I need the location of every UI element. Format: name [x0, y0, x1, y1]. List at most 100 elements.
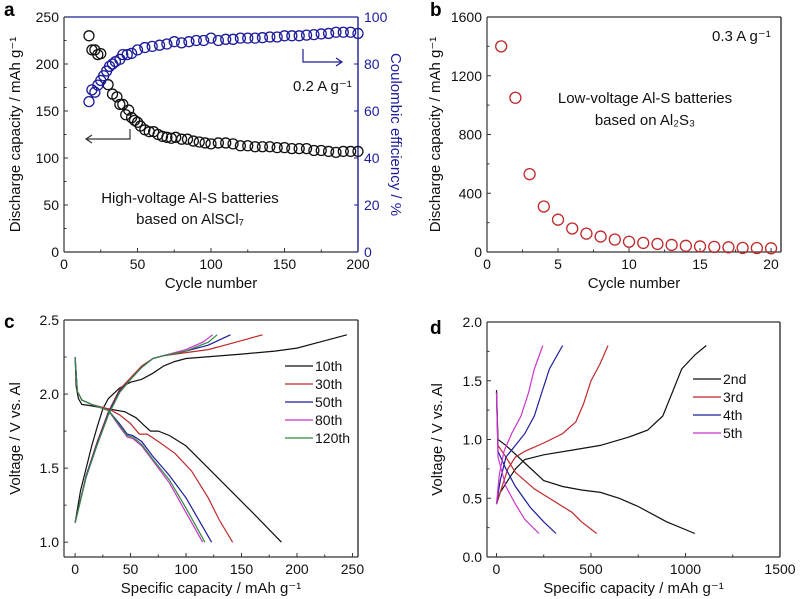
annotation: based on AlSCl₇ — [136, 211, 244, 228]
data-point — [264, 141, 276, 153]
data-point — [125, 47, 138, 60]
panel-letter: a — [4, 0, 15, 21]
legend-label: 50th — [315, 394, 342, 410]
data-point — [286, 30, 298, 42]
data-point — [183, 36, 195, 48]
data-point — [205, 138, 217, 150]
data-point — [187, 135, 200, 147]
data-point — [168, 36, 180, 48]
series-line-2nd-discharge — [495, 390, 696, 535]
legend-label: 3rd — [723, 389, 743, 405]
data-point — [121, 48, 133, 61]
y-axis-label: Voltage / V vs. Al — [7, 382, 24, 495]
data-point — [242, 32, 254, 44]
panel-letter: c — [4, 312, 15, 333]
data-point — [106, 58, 119, 70]
data-point — [175, 133, 188, 145]
y-tick-label: 1600 — [451, 9, 482, 25]
series-line-80th-charge — [74, 334, 214, 524]
data-point — [83, 95, 95, 108]
y-tick-label: 2.5 — [40, 312, 60, 328]
legend-label: 120th — [315, 430, 350, 446]
panel-letter: d — [430, 318, 442, 339]
legend-label: 4th — [723, 407, 742, 423]
data-point — [249, 141, 261, 153]
data-point — [708, 240, 721, 254]
y-tick-label: 1.0 — [40, 534, 60, 550]
data-point — [337, 145, 349, 158]
y-tick-label: 1.5 — [40, 460, 60, 476]
data-point — [193, 136, 205, 148]
data-point — [352, 145, 364, 158]
data-point — [679, 239, 692, 252]
left-arrow-icon — [84, 129, 131, 144]
x-tick-label: 5 — [554, 256, 562, 272]
y-tick-label: 2.0 — [40, 386, 60, 402]
data-point — [264, 31, 276, 43]
data-point — [322, 145, 335, 158]
data-point — [117, 98, 129, 111]
series-line-30th-discharge — [74, 356, 234, 543]
data-point — [170, 131, 182, 143]
series-line-50th-charge — [74, 334, 231, 524]
y2-tick-label: 80 — [364, 56, 380, 72]
y-tick-label: 100 — [36, 150, 60, 166]
data-point — [322, 27, 335, 40]
data-point — [256, 32, 269, 44]
y2-tick-label: 20 — [364, 197, 380, 213]
data-point — [315, 28, 327, 40]
data-point — [750, 241, 764, 255]
series-line-5th-charge — [495, 345, 544, 505]
x-tick-label: 100 — [174, 561, 198, 577]
data-point — [622, 235, 636, 248]
x-tick-label: 150 — [230, 561, 254, 577]
data-point — [205, 32, 217, 44]
x-axis-label: Cycle number — [588, 275, 681, 292]
x-tick-label: 200 — [285, 561, 309, 577]
y-axis-label: Discharge capacity / mAh g⁻¹ — [7, 37, 24, 233]
data-point — [315, 144, 327, 157]
y-tick-label: 150 — [36, 103, 60, 119]
y-tick-label: 400 — [459, 185, 483, 201]
y-tick-label: 1200 — [451, 68, 482, 84]
series-line-5th-discharge — [495, 392, 540, 534]
x-axis-label: Specific capacity / mAh g⁻¹ — [543, 580, 723, 597]
y-tick-label: 800 — [459, 127, 483, 143]
data-point — [278, 30, 291, 42]
y2-tick-label: 60 — [364, 103, 380, 119]
series-line-120th-charge — [74, 334, 218, 524]
data-point — [764, 242, 778, 255]
y2-axis-label: Coulombic efficiency / % — [387, 53, 404, 216]
data-point — [537, 200, 550, 213]
y-tick-label: 200 — [36, 56, 60, 72]
data-point — [256, 141, 269, 153]
x-tick-label: 0 — [60, 256, 68, 272]
data-point — [330, 26, 342, 38]
series-line-2nd-charge — [495, 345, 707, 505]
data-point — [271, 142, 283, 154]
x-tick-label: 1500 — [764, 561, 795, 577]
data-point — [242, 140, 254, 152]
y-tick-label: 50 — [43, 197, 59, 213]
panel-d: d 0 500 1000 1500 0.0 0.5 1.0 1.5 2.0 Specific cap… — [429, 314, 796, 597]
panel-c: c 0 50 100 150 200 250 1.0 1.5 2.0 2.5 Specific cap… — [4, 312, 364, 597]
data-point — [566, 222, 579, 235]
y2-tick-label: 100 — [364, 9, 388, 25]
panel-b: b 0 5 10 15 20 0 400 800 1200 1600 Cycle number Disc… — [427, 0, 782, 292]
data-point — [271, 31, 283, 43]
y-tick-label: 250 — [36, 9, 60, 25]
data-point — [352, 27, 364, 40]
annotation: based on Al₂S₃ — [595, 112, 695, 129]
data-point — [249, 32, 261, 44]
data-point — [278, 142, 291, 154]
data-point — [608, 233, 621, 246]
data-point — [293, 30, 305, 42]
y2-tick-label: 0 — [364, 244, 372, 260]
data-point — [197, 34, 210, 47]
x-tick-label: 50 — [123, 561, 139, 577]
data-point — [83, 30, 95, 42]
legend-label: 10th — [315, 358, 342, 374]
data-point — [220, 33, 232, 45]
data-point — [337, 26, 349, 38]
